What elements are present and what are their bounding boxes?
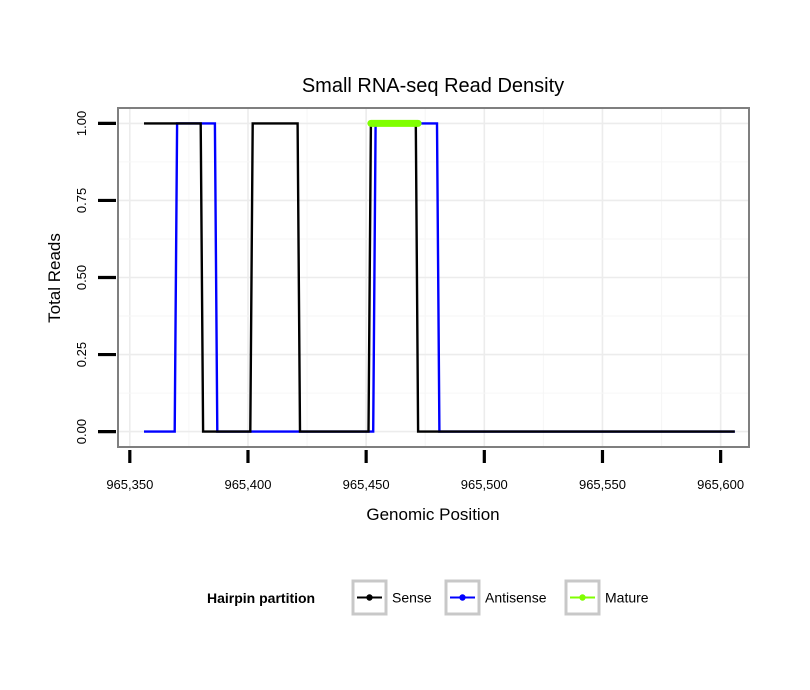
- legend-item-sense: Sense: [351, 579, 432, 616]
- y-tick-label: 0.25: [74, 342, 89, 367]
- legend-label: Mature: [605, 590, 649, 606]
- x-tick-label: 965,450: [343, 477, 390, 492]
- legend-item-mature: Mature: [564, 579, 649, 616]
- legend-title: Hairpin partition: [207, 590, 315, 606]
- x-axis-label: Genomic Position: [366, 505, 499, 524]
- y-tick-label: 0.00: [74, 419, 89, 444]
- y-tick-label: 0.75: [74, 188, 89, 213]
- grid: [118, 108, 749, 447]
- legend-key-point: [579, 594, 586, 601]
- series-layer: [144, 119, 735, 433]
- legend-label: Sense: [392, 590, 432, 606]
- series-line-sense: [144, 122, 735, 433]
- legend-label: Antisense: [485, 590, 547, 606]
- legend-item-antisense: Antisense: [444, 579, 547, 616]
- y-tick-label: 1.00: [74, 111, 89, 136]
- legend-key-point: [366, 594, 373, 601]
- plot-panel-border: [117, 107, 750, 448]
- y-tick-label: 0.50: [74, 265, 89, 290]
- x-tick-label: 965,600: [697, 477, 744, 492]
- legend: Hairpin partition Sense Antisense Mature: [207, 579, 649, 616]
- legend-key-point: [459, 594, 466, 601]
- axes: 965,350 965,400 965,450 965,500 965,550 965,6…: [74, 111, 744, 492]
- chart-title: Small RNA-seq Read Density: [302, 75, 564, 97]
- x-tick-label: 965,350: [106, 477, 153, 492]
- x-tick-label: 965,550: [579, 477, 626, 492]
- x-tick-label: 965,500: [461, 477, 508, 492]
- y-axis-label: Total Reads: [45, 233, 64, 323]
- x-tick-label: 965,400: [224, 477, 271, 492]
